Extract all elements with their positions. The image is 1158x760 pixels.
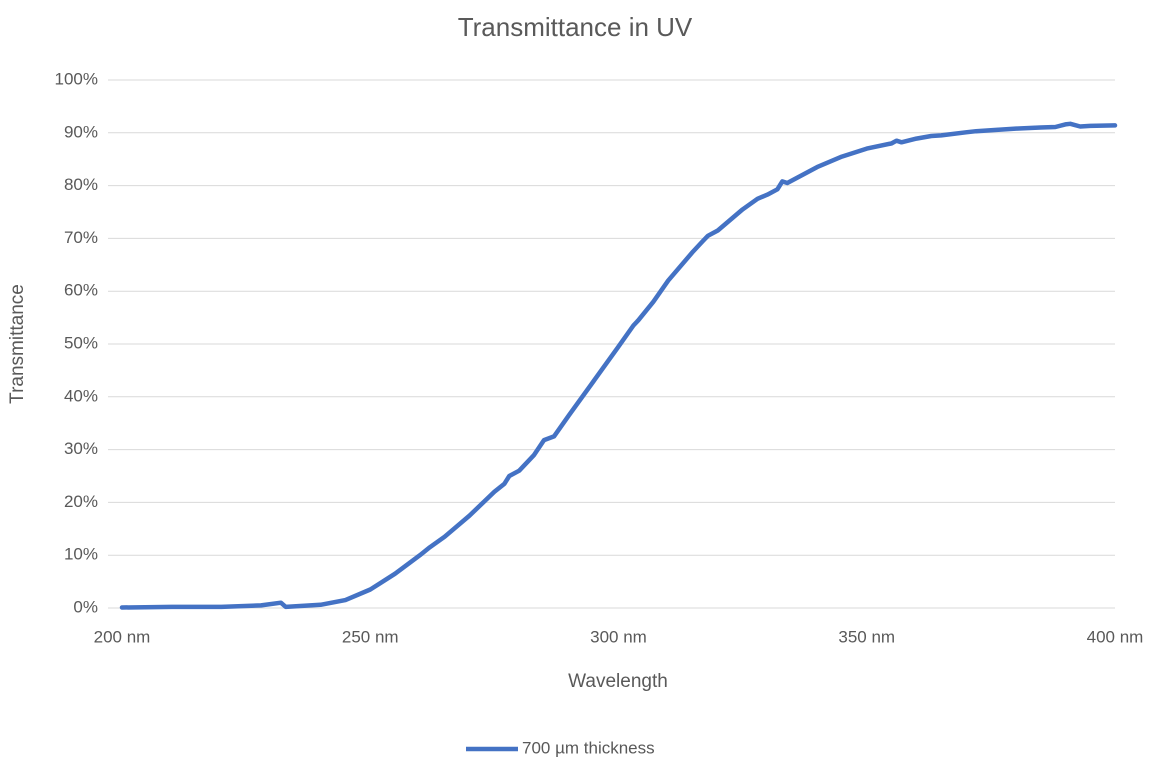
y-tick-label: 90% bbox=[64, 122, 98, 141]
x-tick-label: 400 nm bbox=[1087, 627, 1144, 646]
x-tick-label: 300 nm bbox=[590, 627, 647, 646]
y-tick-label: 80% bbox=[64, 175, 98, 194]
y-tick-label: 60% bbox=[64, 281, 98, 300]
y-axis-label: Transmittance bbox=[7, 284, 28, 404]
legend-label: 700 µm thickness bbox=[522, 738, 655, 757]
y-tick-label: 0% bbox=[73, 597, 98, 616]
y-tick-label: 10% bbox=[64, 545, 98, 564]
x-tick-label: 350 nm bbox=[838, 627, 895, 646]
chart-title: Transmittance in UV bbox=[458, 12, 693, 42]
y-tick-label: 30% bbox=[64, 439, 98, 458]
y-tick-label: 40% bbox=[64, 386, 98, 405]
y-tick-label: 100% bbox=[55, 69, 98, 88]
x-tick-label: 200 nm bbox=[94, 627, 151, 646]
data-line bbox=[119, 121, 1118, 610]
y-tick-label: 20% bbox=[64, 492, 98, 511]
x-tick-label: 250 nm bbox=[342, 627, 399, 646]
y-tick-label: 50% bbox=[64, 333, 98, 352]
y-tick-label: 70% bbox=[64, 228, 98, 247]
x-axis-label: Wavelength bbox=[568, 671, 668, 692]
